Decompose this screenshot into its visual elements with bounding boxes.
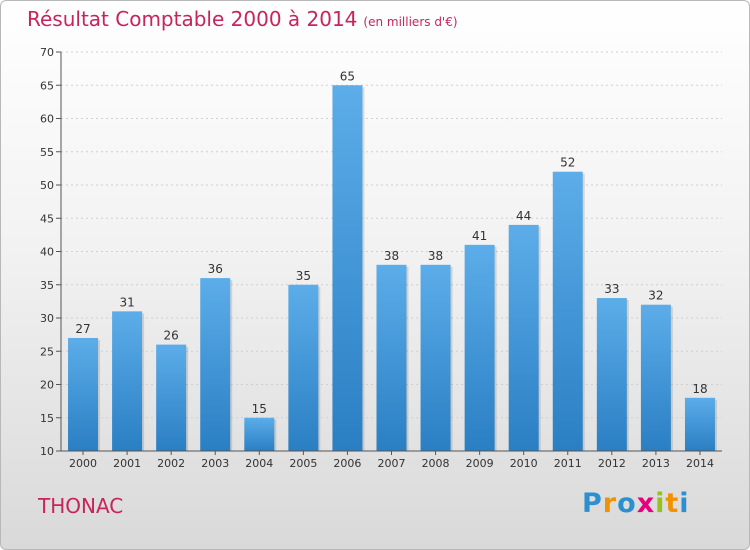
bar-value-label: 38: [428, 249, 443, 263]
bar-value-label: 38: [384, 249, 399, 263]
bar: [156, 344, 187, 451]
logo-letter: i: [655, 488, 666, 519]
proxiti-logo: Proxiti: [582, 488, 690, 519]
y-tick-label: 65: [40, 79, 54, 92]
x-tick-label: 2005: [289, 457, 317, 470]
logo-letter: r: [602, 488, 618, 519]
bar-value-label: 44: [516, 209, 531, 223]
logo-letter: P: [582, 488, 603, 519]
x-tick-label: 2010: [510, 457, 538, 470]
y-tick-label: 50: [40, 179, 54, 192]
x-tick-label: 2004: [245, 457, 273, 470]
x-tick-label: 2013: [642, 457, 670, 470]
y-tick-label: 15: [40, 412, 54, 425]
bar: [420, 264, 451, 451]
bar-value-label: 27: [75, 322, 90, 336]
bar: [508, 224, 539, 451]
chart-title: Résultat Comptable 2000 à 2014 (en millie…: [27, 7, 458, 31]
y-tick-label: 30: [40, 312, 54, 325]
logo-letter: x: [636, 488, 656, 519]
bar: [200, 278, 231, 451]
bar-value-label: 31: [119, 295, 134, 309]
bar-value-label: 33: [604, 282, 619, 296]
x-tick-label: 2001: [113, 457, 141, 470]
bar: [244, 417, 275, 451]
chart-subtitle: (en milliers d'€): [363, 15, 458, 29]
logo-letter: t: [665, 488, 680, 519]
logo-letter: i: [679, 488, 690, 519]
bar-value-label: 36: [208, 262, 223, 276]
y-tick-label: 20: [40, 379, 54, 392]
y-tick-label: 35: [40, 279, 54, 292]
x-tick-label: 2003: [201, 457, 229, 470]
place-name: THONAC: [38, 494, 124, 518]
bar-value-label: 18: [692, 382, 707, 396]
chart-title-text: Résultat Comptable 2000 à 2014: [27, 7, 358, 31]
x-tick-label: 2014: [686, 457, 714, 470]
bar: [288, 284, 319, 451]
bar-value-label: 35: [296, 269, 311, 283]
bar: [332, 85, 363, 451]
x-tick-label: 2000: [69, 457, 97, 470]
axis-layer: 10 15 20 25 30 35 40 45 50 55 60 65 70 2000 2001 2002 20…: [40, 46, 722, 470]
x-tick-label: 2009: [466, 457, 494, 470]
bar-value-label: 26: [164, 329, 179, 343]
x-tick-label: 2007: [378, 457, 406, 470]
bar: [640, 304, 671, 451]
bar-value-label: 32: [648, 289, 663, 303]
bar-layer: 27 31 26 36 15 35 65 38 38 41 44 52 33 32 18: [68, 69, 717, 451]
y-tick-label: 60: [40, 113, 54, 126]
bar: [464, 244, 495, 451]
bar-value-label: 52: [560, 156, 575, 170]
bar: [684, 397, 715, 451]
y-tick-label: 25: [40, 345, 54, 358]
bar: [376, 264, 407, 451]
y-tick-label: 55: [40, 146, 54, 159]
bar: [552, 171, 583, 451]
y-tick-label: 70: [40, 46, 54, 59]
bar-value-label: 15: [252, 402, 267, 416]
bar: [112, 311, 143, 451]
x-tick-label: 2002: [157, 457, 185, 470]
bar: [68, 337, 99, 451]
x-tick-label: 2011: [554, 457, 582, 470]
logo-letter: o: [617, 488, 637, 519]
y-tick-label: 45: [40, 212, 54, 225]
x-tick-label: 2008: [422, 457, 450, 470]
y-tick-label: 10: [40, 445, 54, 458]
bar-value-label: 65: [340, 69, 355, 83]
bar: [596, 298, 627, 451]
bar-value-label: 41: [472, 229, 487, 243]
x-tick-label: 2006: [333, 457, 361, 470]
y-tick-label: 40: [40, 246, 54, 259]
x-tick-label: 2012: [598, 457, 626, 470]
